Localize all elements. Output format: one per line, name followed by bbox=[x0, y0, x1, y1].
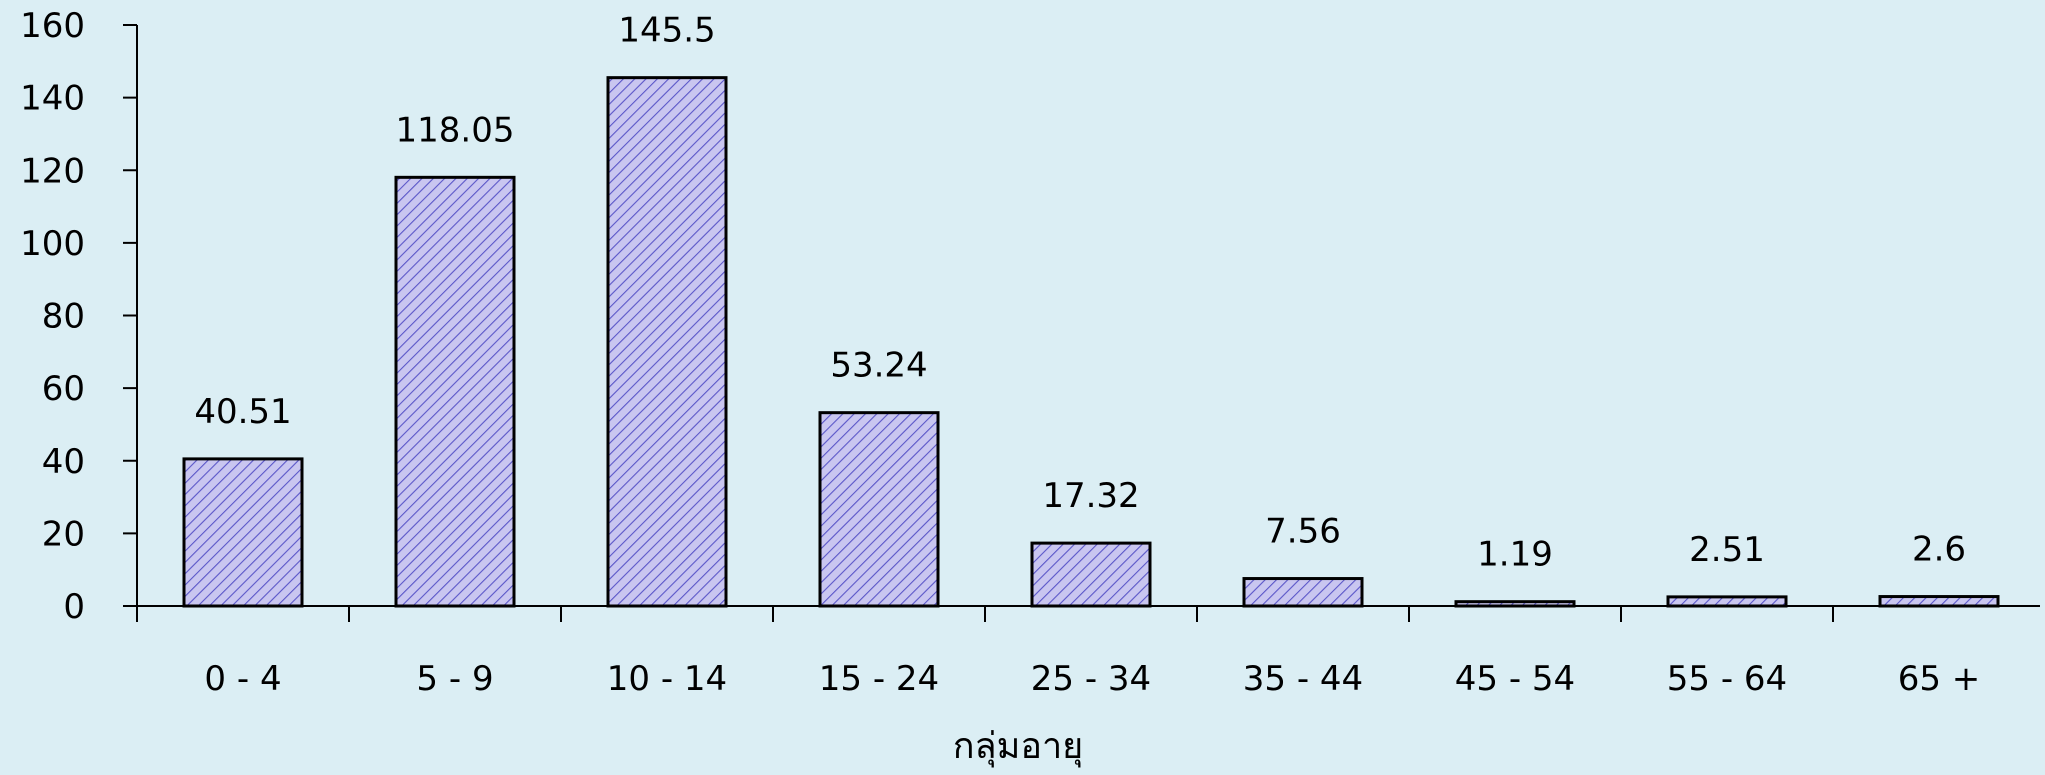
y-tick-label: 60 bbox=[42, 369, 85, 409]
data-label: 7.56 bbox=[1265, 512, 1341, 552]
x-category-label: 35 - 44 bbox=[1243, 659, 1363, 699]
bar bbox=[1878, 595, 2000, 608]
bar bbox=[818, 411, 940, 608]
x-category-label: 65 + bbox=[1898, 659, 1981, 699]
bar bbox=[606, 76, 728, 608]
y-tick-label: 160 bbox=[20, 6, 85, 46]
data-label: 53.24 bbox=[830, 346, 927, 386]
x-axis: 0 - 4 5 - 9 10 - 14 15 - 24 25 - 34 35 - 44 45… bbox=[136, 605, 2040, 699]
x-category-label: 25 - 34 bbox=[1031, 659, 1151, 699]
x-category-label: 10 - 14 bbox=[607, 659, 727, 699]
bar bbox=[1242, 577, 1364, 608]
y-tick-label: 120 bbox=[20, 151, 85, 191]
y-tick-label: 100 bbox=[20, 224, 85, 264]
bar bbox=[182, 457, 304, 608]
x-axis-title: กลุ่มอายุ bbox=[953, 726, 1084, 768]
bar bbox=[1454, 600, 1576, 608]
x-category-label: 55 - 64 bbox=[1667, 659, 1787, 699]
data-labels: 40.51 118.05 145.5 53.24 17.32 7.56 1.19 2.51 2.… bbox=[194, 11, 1966, 575]
data-label: 1.19 bbox=[1477, 535, 1553, 575]
x-category-label: 5 - 9 bbox=[416, 659, 493, 699]
x-category-label: 45 - 54 bbox=[1455, 659, 1575, 699]
bar bbox=[1030, 541, 1152, 608]
bar bbox=[394, 175, 516, 608]
data-label: 40.51 bbox=[194, 392, 291, 432]
data-label: 2.51 bbox=[1689, 530, 1765, 570]
y-tick-label: 40 bbox=[42, 442, 85, 482]
x-category-label: 15 - 24 bbox=[819, 659, 939, 699]
y-tick-label: 140 bbox=[20, 79, 85, 119]
data-label: 145.5 bbox=[618, 11, 715, 51]
y-tick-label: 80 bbox=[42, 297, 85, 337]
y-tick-label: 0 bbox=[63, 587, 85, 627]
data-label: 2.6 bbox=[1912, 530, 1966, 570]
y-axis: 0 20 40 60 80 100 120 140 160 bbox=[20, 6, 138, 627]
data-label: 118.05 bbox=[396, 110, 515, 150]
x-category-label: 0 - 4 bbox=[204, 659, 281, 699]
bars bbox=[182, 76, 2000, 608]
data-label: 17.32 bbox=[1042, 476, 1139, 516]
bar bbox=[1666, 595, 1788, 608]
y-tick-label: 20 bbox=[42, 514, 85, 554]
